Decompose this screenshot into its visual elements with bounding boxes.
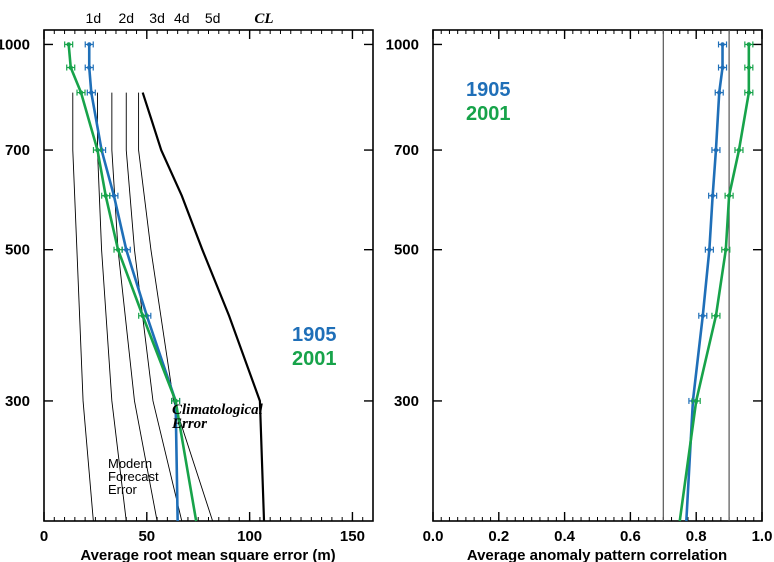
right-point-2001 — [746, 90, 752, 95]
left-ref-label-2d: 2d — [118, 10, 134, 26]
right-x-tick-label: 0.2 — [488, 528, 509, 545]
annotation-modern-line3: Error — [108, 482, 138, 497]
right-series-1905 — [685, 44, 724, 522]
left-ref-label-cl: CL — [254, 11, 273, 27]
left-y-tick-label: 700 — [5, 142, 30, 159]
left-point-2001 — [78, 90, 84, 95]
left-y-tick-label: 1000 — [0, 36, 30, 53]
right-series-2001 — [678, 44, 751, 522]
left-point-1905 — [111, 193, 117, 198]
annotation-climatological-line1: Climatological — [172, 402, 264, 418]
left-y-tick-label: 300 — [5, 393, 30, 410]
right-x-tick-label: 0.8 — [686, 528, 707, 545]
left-ref-line-cl — [141, 92, 266, 522]
right-point-1905 — [707, 247, 712, 252]
legend-2001-left: 2001 — [292, 348, 337, 370]
left-point-2001 — [115, 247, 121, 252]
annotation-climatological-line2: Error — [171, 416, 207, 432]
right-point-2001 — [726, 193, 732, 198]
right-point-2001 — [713, 313, 719, 318]
annotation-modern-line1: Modern — [108, 456, 152, 471]
left-ref-label-5d: 5d — [205, 10, 221, 26]
right-y-tick-label: 1000 — [386, 36, 419, 53]
right-point-1905 — [710, 193, 715, 198]
right-point-1905 — [700, 313, 705, 318]
right-point-2001 — [723, 247, 729, 252]
right-panel: 0.0 0.2 0.4 0.6 0.8 1.0 300 500 700 1000 — [386, 29, 773, 545]
right-point-2001 — [746, 42, 752, 47]
left-point-1905 — [87, 65, 92, 70]
right-point-2001 — [694, 398, 699, 404]
left-point-2001 — [173, 398, 178, 404]
left-point-2001 — [140, 313, 145, 318]
legend-2001-right: 2001 — [466, 103, 511, 125]
left-point-2001 — [95, 147, 100, 153]
right-x-tick-label: 0.0 — [423, 528, 444, 545]
right-x-tick-label: 0.4 — [554, 528, 576, 545]
right-y-tick-label: 700 — [394, 142, 419, 159]
annotation-modern-line2: Forecast — [108, 469, 159, 484]
left-point-2001 — [66, 42, 71, 47]
right-y-tick-label: 500 — [394, 242, 419, 259]
left-x-tick-label: 50 — [138, 528, 155, 545]
left-x-tick-label: 0 — [40, 528, 48, 545]
left-x-axis-title: Average root mean square error (m) — [80, 547, 335, 562]
right-point-1905 — [717, 90, 722, 95]
right-y-tick-label: 300 — [394, 393, 419, 410]
right-x-tick-label: 1.0 — [752, 528, 773, 545]
legend-1905-left: 1905 — [292, 324, 337, 346]
legend-1905-right: 1905 — [466, 79, 511, 101]
right-point-1905 — [720, 65, 725, 70]
left-point-1905 — [124, 247, 129, 252]
left-ref-label-3d: 3d — [149, 10, 165, 26]
left-x-tick-label: 100 — [237, 528, 262, 545]
left-y-tick-label: 500 — [5, 242, 30, 259]
right-point-1905 — [713, 147, 719, 153]
annotation-modern-forecast-error: Modern Forecast Error — [108, 456, 162, 497]
left-point-2001 — [103, 193, 108, 198]
right-point-1905 — [720, 42, 725, 47]
left-ref-line-1d — [72, 92, 94, 522]
left-x-tick-label: 150 — [340, 528, 365, 545]
left-panel: 0 50 100 150 300 500 700 1000 1d 2d 3d 4d 5d CL — [0, 10, 374, 545]
right-x-axis-title: Average anomaly pattern correlation — [467, 547, 727, 562]
left-ref-line-5d — [138, 92, 214, 522]
left-ref-label-4d: 4d — [174, 10, 190, 26]
right-point-2001 — [746, 65, 752, 70]
left-point-1905 — [87, 42, 92, 47]
left-point-2001 — [68, 65, 73, 70]
left-ref-line-4d — [125, 92, 183, 522]
left-point-1905 — [89, 90, 94, 95]
right-point-2001 — [736, 147, 742, 153]
left-ref-label-1d: 1d — [86, 10, 102, 26]
right-x-tick-label: 0.6 — [620, 528, 641, 545]
annotation-climatological-error: Climatological Error — [171, 402, 267, 432]
